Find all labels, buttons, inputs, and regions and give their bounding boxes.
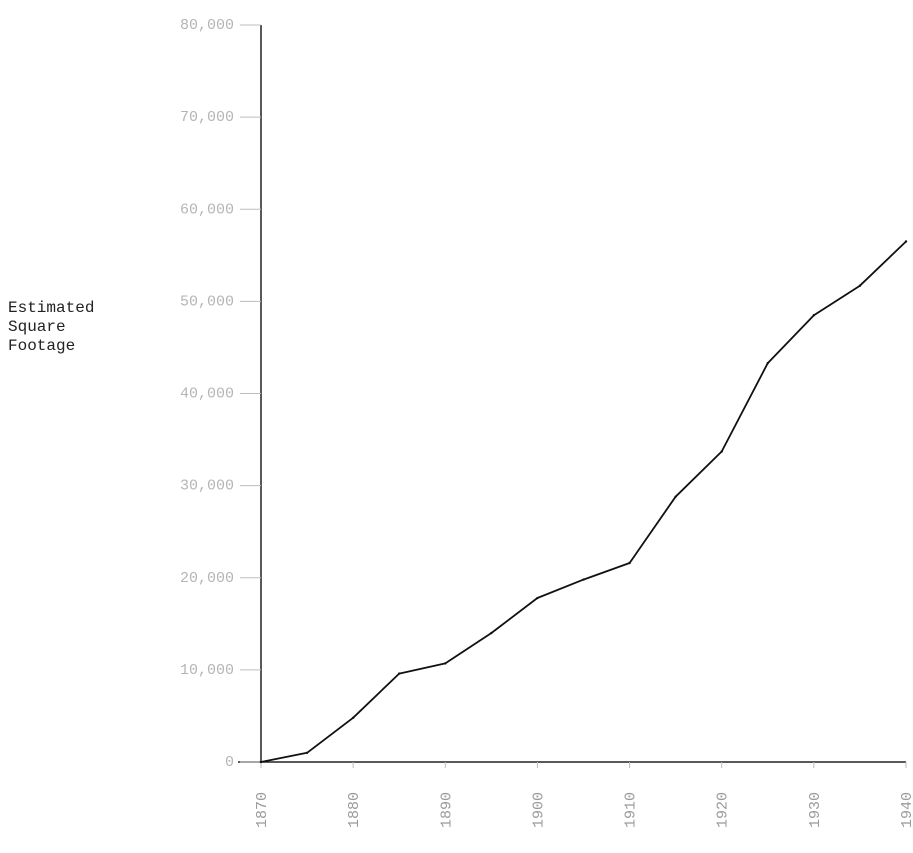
x-tick-label: 1900 — [530, 792, 547, 828]
data-point — [536, 596, 539, 600]
y-tick-label: 60,000 — [180, 201, 234, 218]
data-point — [582, 578, 585, 581]
y-tick-label: 10,000 — [180, 662, 234, 679]
x-tick-label: 1930 — [807, 792, 824, 828]
data-point — [904, 240, 908, 243]
data-point — [720, 450, 723, 453]
data-point — [674, 495, 677, 498]
data-point — [858, 284, 862, 287]
data-point — [305, 751, 309, 754]
y-tick-label: 70,000 — [180, 109, 234, 126]
data-point — [812, 313, 816, 317]
y-tick-label: 80,000 — [180, 17, 234, 34]
y-tick-label: 20,000 — [180, 570, 234, 587]
y-tick-label: 40,000 — [180, 386, 234, 403]
x-tick-label: 1920 — [715, 792, 732, 828]
y-axis-label-line: Footage — [8, 337, 75, 355]
x-tick-label: 1940 — [899, 792, 913, 828]
data-point — [766, 361, 769, 365]
data-point — [351, 716, 355, 719]
y-tick-label: 0 — [225, 754, 234, 771]
data-point — [398, 672, 401, 675]
data-point — [628, 561, 631, 565]
y-axis-ticks: 0 10,000 20,000 30,000 40,000 50,000 60,000 70,… — [180, 17, 261, 771]
y-tick-label: 50,000 — [180, 293, 234, 310]
data-point — [490, 631, 493, 635]
y-axis-label-line: Estimated — [8, 299, 94, 317]
x-tick-label: 1880 — [346, 792, 363, 828]
x-tick-label: 1890 — [438, 792, 455, 828]
x-axis-ticks: 1870 1880 1890 1900 1910 1920 1930 1940 — [254, 762, 913, 828]
series-line — [260, 240, 907, 763]
data-point — [259, 760, 263, 764]
x-tick-label: 1910 — [623, 792, 640, 828]
data-point — [444, 662, 447, 665]
y-axis-label-line: Square — [8, 318, 66, 336]
y-tick-label: 30,000 — [180, 478, 234, 495]
x-tick-label: 1870 — [254, 792, 271, 828]
